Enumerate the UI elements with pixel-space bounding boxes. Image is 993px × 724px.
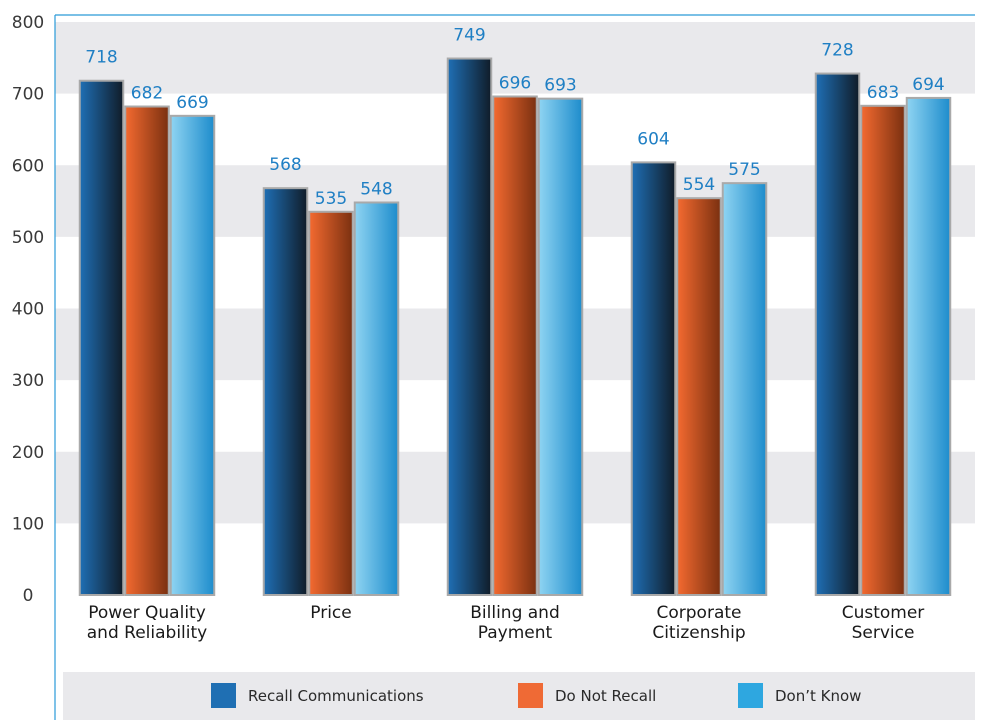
y-tick-label: 500 <box>12 228 44 248</box>
data-label: 728 <box>821 41 853 61</box>
bar <box>630 161 677 596</box>
data-label: 696 <box>499 73 531 93</box>
bar <box>446 57 493 597</box>
bars <box>78 57 952 597</box>
x-category-label: Price <box>310 603 351 623</box>
y-tick-label: 800 <box>12 13 44 33</box>
data-label: 575 <box>728 160 760 180</box>
data-label: 548 <box>360 179 392 199</box>
bar <box>169 114 216 597</box>
bar <box>676 197 722 596</box>
legend-label: Do Not Recall <box>555 687 656 705</box>
y-tick-label: 100 <box>12 514 44 534</box>
data-label: 535 <box>315 189 347 209</box>
legend-swatch <box>738 683 763 708</box>
bar <box>860 104 906 597</box>
bar <box>78 79 125 597</box>
legend-swatch <box>518 683 543 708</box>
data-label: 669 <box>176 93 208 113</box>
y-tick-label: 600 <box>12 156 44 176</box>
data-label: 568 <box>269 155 301 175</box>
x-category-label: Billing and Payment <box>470 603 560 643</box>
data-label: 718 <box>85 48 117 68</box>
data-label: 749 <box>453 26 485 46</box>
y-tick-label: 400 <box>12 300 44 320</box>
bar <box>905 96 952 597</box>
bar <box>262 187 309 596</box>
y-tick-label: 300 <box>12 371 44 391</box>
bar <box>353 201 400 596</box>
data-label: 694 <box>912 75 944 95</box>
value-labels: 718 682 669 568 535 548 749 696 693 604 554 575 728 6… <box>85 26 944 209</box>
bar <box>537 97 584 596</box>
x-category-label: Corporate Citizenship <box>652 603 745 643</box>
data-label: 682 <box>131 84 163 104</box>
data-label: 683 <box>867 83 899 103</box>
legend-label: Recall Communications <box>248 687 424 705</box>
y-tick-label: 700 <box>12 85 44 105</box>
axes <box>54 14 975 720</box>
data-label: 693 <box>544 76 576 96</box>
legend-swatch <box>211 683 236 708</box>
x-category-label: Customer Service <box>842 603 925 643</box>
x-category-label: Power Quality and Reliability <box>87 603 207 643</box>
y-axis-ticks: 0 100 200 300 400 500 600 700 800 <box>12 13 44 606</box>
legend: Recall Communications Do Not Recall Don’t … <box>63 672 975 720</box>
bar <box>814 72 861 596</box>
data-label: 554 <box>683 175 715 195</box>
bar <box>492 95 538 597</box>
y-tick-label: 0 <box>23 586 34 606</box>
bar <box>124 105 170 597</box>
data-label: 604 <box>637 129 669 149</box>
x-axis-categories: Power Quality and Reliability Price Billing… <box>87 603 925 643</box>
bar <box>308 210 354 596</box>
y-tick-label: 200 <box>12 443 44 463</box>
legend-label: Don’t Know <box>775 687 861 705</box>
bar <box>721 182 768 596</box>
